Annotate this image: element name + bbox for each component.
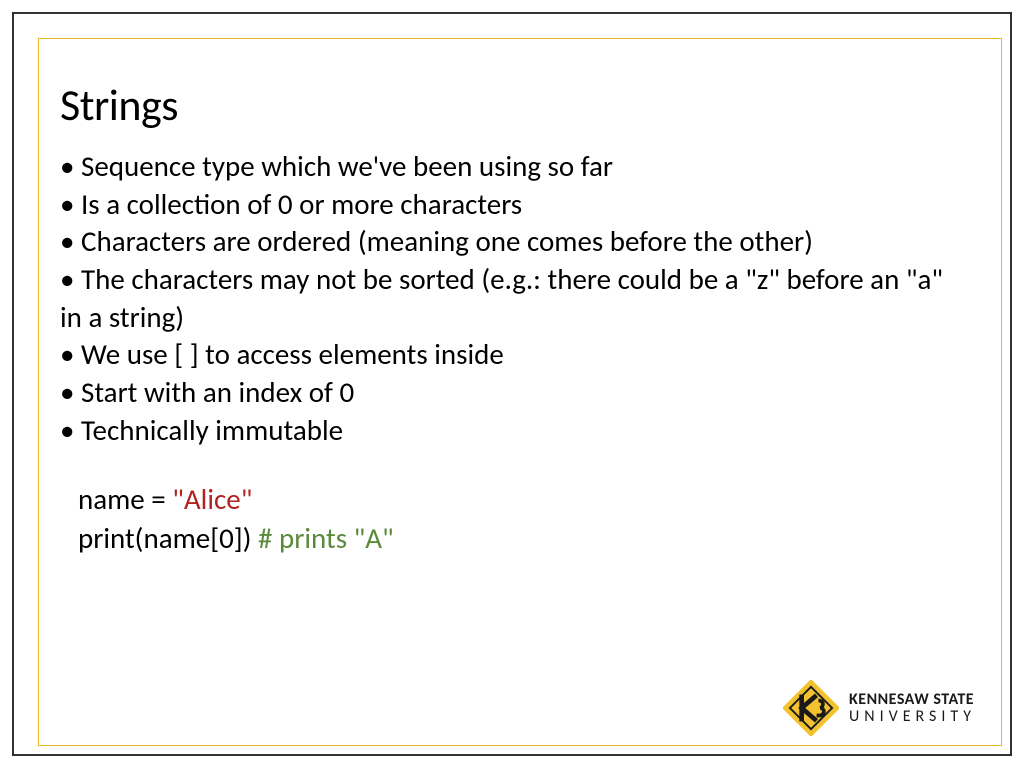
bullet-item: • Sequence type which we've been using s… bbox=[60, 148, 964, 186]
bullet-item: • The characters may not be sorted (e.g.… bbox=[60, 261, 964, 336]
logo-text: KENNESAW STATE UNIVERSITY bbox=[849, 692, 976, 725]
logo-mark-icon bbox=[783, 680, 839, 736]
bullet-item: • Technically immutable bbox=[60, 412, 964, 450]
code-comment: # prints "A" bbox=[258, 520, 394, 556]
code-line: print(name[0]) # prints "A" bbox=[78, 519, 964, 558]
slide-content: Strings • Sequence type which we've been… bbox=[60, 78, 964, 558]
logo-line1: KENNESAW STATE bbox=[849, 692, 976, 708]
bullet-text: Is a collection of 0 or more characters bbox=[81, 186, 522, 222]
bullet-text: Technically immutable bbox=[81, 412, 343, 448]
bullet-item: • Characters are ordered (meaning one co… bbox=[60, 223, 964, 261]
code-text: name = bbox=[78, 481, 172, 517]
bullet-text: We use [ ] to access elements inside bbox=[81, 336, 504, 372]
bullet-text: Characters are ordered (meaning one come… bbox=[81, 223, 813, 259]
bullet-text: Start with an index of 0 bbox=[81, 374, 354, 410]
bullet-item: • Start with an index of 0 bbox=[60, 374, 964, 412]
code-string: "Alice" bbox=[172, 481, 252, 517]
university-logo: KENNESAW STATE UNIVERSITY bbox=[783, 680, 976, 736]
code-text: print(name[0]) bbox=[78, 520, 258, 556]
bullet-list: • Sequence type which we've been using s… bbox=[60, 148, 964, 450]
logo-line2: UNIVERSITY bbox=[849, 709, 976, 725]
code-example: name = "Alice" print(name[0]) # prints "… bbox=[60, 480, 964, 558]
bullet-item: • Is a collection of 0 or more character… bbox=[60, 186, 964, 224]
code-line: name = "Alice" bbox=[78, 480, 964, 519]
bullet-text: The characters may not be sorted (e.g.: … bbox=[60, 261, 943, 335]
bullet-text: Sequence type which we've been using so … bbox=[81, 148, 613, 184]
slide-title: Strings bbox=[60, 78, 964, 132]
bullet-item: • We use [ ] to access elements inside bbox=[60, 336, 964, 374]
